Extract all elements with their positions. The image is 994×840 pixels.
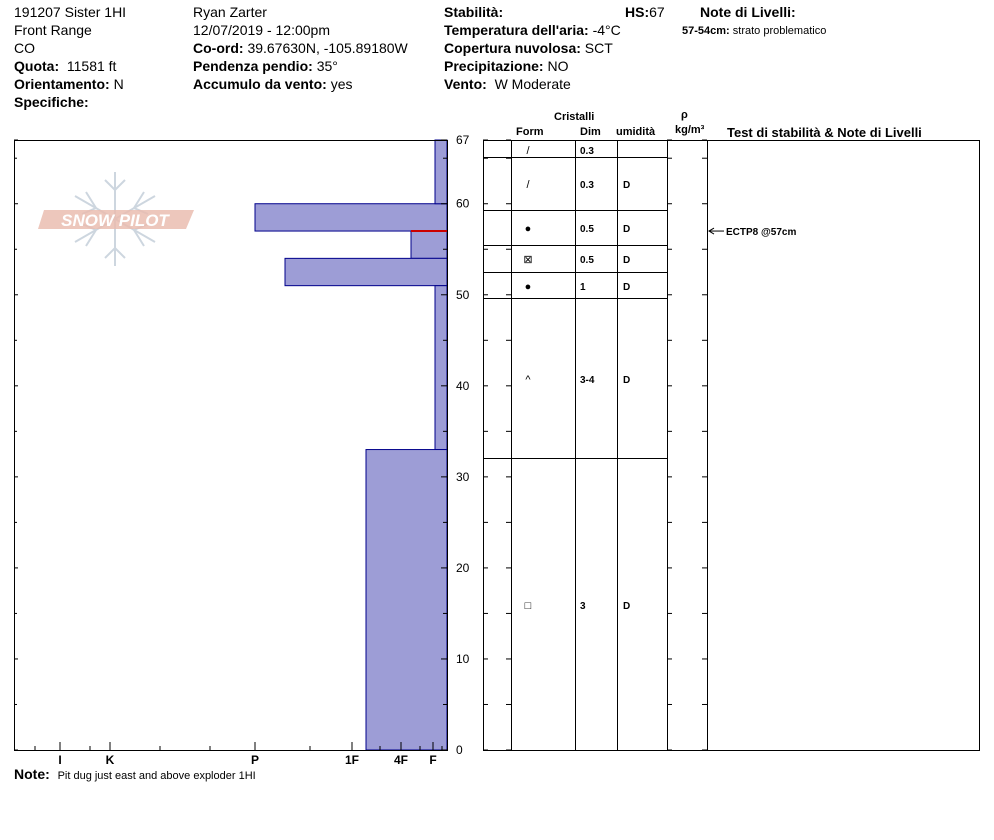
y-tick-label: 50 [456,288,470,302]
hardness-bar [254,203,448,232]
y-tick-label: 30 [456,470,470,484]
hs-value: 67 [649,4,665,20]
layer-note: 57-54cm: strato problematico [682,25,826,38]
hardness-bar [434,285,448,451]
layer-note-range: 57-54cm: [682,25,730,37]
grain-size: 0.5 [580,255,594,266]
precip-value: NO [547,58,569,74]
y-tick-label: 0 [456,743,463,757]
coord-label: Co-ord: [193,40,244,56]
coordinates: Co-ord: 39.67630N, -105.89180W [193,40,408,57]
grain-form-symbol: ^ [525,374,531,386]
x-tick-label: F [429,753,436,767]
x-tick-label: P [251,753,259,767]
air-temp-value: -4°C [592,22,621,38]
y-tick-label: 40 [456,379,470,393]
observer: Ryan Zarter [193,4,267,20]
aspect: Orientamento: N [14,76,124,93]
wind: Vento: W Moderate [444,76,571,93]
stability-test-label: ECTP8 @57cm [726,227,796,238]
note: Note: Pit dug just east and above explod… [14,766,256,783]
hardness-plot-frame [14,140,448,751]
snow-pilot-logo: SNOW PILOT [38,172,194,266]
moisture-value: D [623,601,630,612]
moisture-value: D [623,375,630,386]
datetime: 12/07/2019 - 12:00pm [193,22,330,38]
grain-size: 0.3 [580,180,594,191]
air-temp: Temperatura dell'aria: -4°C [444,22,621,39]
grain-form-symbol: / [526,145,530,157]
pit-name: 191207 Sister 1HI [14,4,127,20]
grain-size: 0.5 [580,224,594,235]
density-unit-header: kg/m³ [675,124,705,136]
moisture-value: D [623,224,630,235]
form-header: Form [516,126,544,138]
size-header: Dim [580,126,601,138]
grain-form-symbol: ● [525,223,532,235]
grain-form-symbol: / [526,179,530,191]
hs-label: HS: [625,4,650,20]
hardness-bar [365,449,448,751]
wind-loading: Accumulo da vento: yes [193,76,352,93]
grain-size: 0.3 [580,146,594,157]
crystals-header: Cristalli [554,111,595,123]
slope-value: 35° [316,58,338,74]
moisture-value: D [623,282,630,293]
note-text: Pit dug just east and above exploder 1HI [57,770,256,782]
air-temp-label: Temperatura dell'aria: [444,22,589,38]
grain-size: 3-4 [580,375,595,386]
layer-notes-label: Note di Livelli: [700,4,796,20]
hardness-bar [284,257,448,287]
specifics-label: Specifiche: [14,94,89,110]
x-tick-label: 4F [394,753,408,767]
state: CO [14,40,35,56]
hs: HS:67 [625,4,665,21]
arrowhead-icon [708,227,715,235]
sky-cover: Copertura nuvolosa: SCT [444,40,613,57]
aspect-label: Orientamento: [14,76,110,92]
elevation-value: 11581 ft [66,58,117,74]
grain-size: 1 [580,282,586,293]
logo-banner [38,210,194,229]
note-label: Note: [14,766,50,782]
rho-header: ρ [681,109,688,121]
wind-loading-value: yes [330,76,353,92]
moisture-value: D [623,180,630,191]
grain-form-symbol: ● [525,281,532,293]
y-tick-label: 10 [456,652,470,666]
sky-value: SCT [584,40,613,56]
coord-value: 39.67630N, -105.89180W [247,40,408,56]
wind-loading-label: Accumulo da vento: [193,76,327,92]
grain-form-symbol: ⊠ [523,254,532,266]
logo-text: SNOW PILOT [61,211,170,230]
moisture-header: umidità [616,126,656,138]
range-name: Front Range [14,22,92,38]
slope: Pendenza pendio: 35° [193,58,338,75]
hardness-bar [410,230,448,259]
sky-label: Copertura nuvolosa: [444,40,581,56]
stability-label: Stabilità: [444,4,504,20]
grain-form-symbol: □ [525,600,532,612]
x-tick-label: I [58,753,61,767]
wind-value: W Moderate [494,76,571,92]
precipitation: Precipitazione: NO [444,58,568,75]
grain-size: 3 [580,601,586,612]
elevation-label: Quota: [14,58,60,74]
y-tick-label: 20 [456,561,470,575]
precip-label: Precipitazione: [444,58,544,74]
layer-note-text: strato problematico [732,25,827,37]
y-tick-label: 60 [456,197,470,211]
stability-notes-header: Test di stabilità & Note di Livelli [727,125,922,140]
crystal-table-frame [483,140,980,751]
y-tick-label: 67 [456,133,470,147]
slope-label: Pendenza pendio: [193,58,313,74]
moisture-value: D [623,255,630,266]
elevation: Quota: 11581 ft [14,58,116,75]
x-tick-label: 1F [345,753,359,767]
aspect-value: N [113,76,124,92]
hardness-bar [434,139,448,205]
x-tick-label: K [106,753,115,767]
wind-label: Vento: [444,76,487,92]
